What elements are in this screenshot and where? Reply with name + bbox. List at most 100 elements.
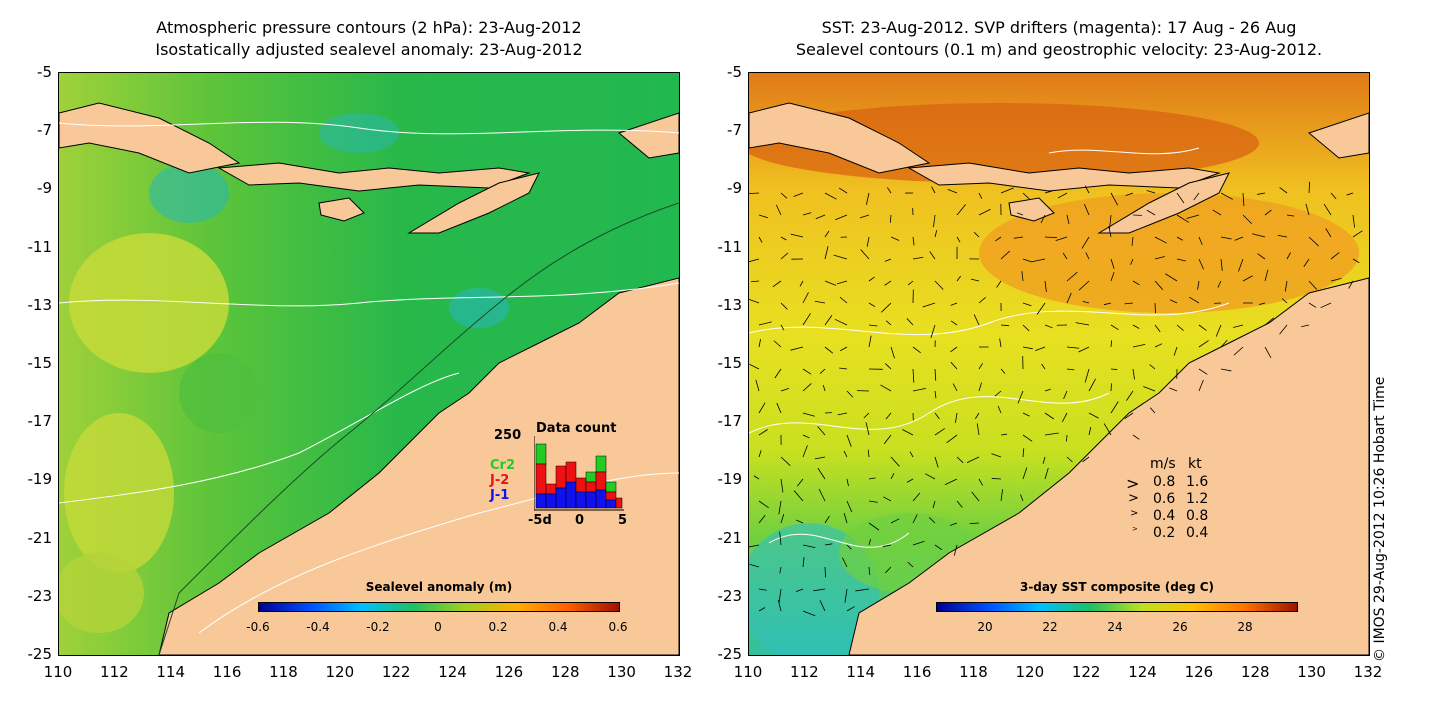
velocity-vector — [1193, 192, 1200, 201]
velocity-vector — [776, 402, 782, 414]
velocity-vector — [843, 513, 848, 524]
velocity-vector — [1075, 322, 1090, 326]
velocity-vector — [824, 566, 827, 578]
velocity-vector — [1126, 390, 1134, 401]
velocity-vector — [846, 390, 854, 398]
right-xtick-label: 110 — [733, 663, 763, 681]
velocity-vector — [1198, 324, 1207, 331]
velocity-vector — [780, 252, 789, 260]
velocity-vector — [859, 214, 870, 219]
velocity-vector — [1066, 346, 1080, 349]
velocity-vector — [1286, 214, 1295, 217]
velocity-vector — [1346, 192, 1354, 196]
velocity-vector — [1176, 258, 1186, 262]
velocity-vector — [802, 434, 810, 439]
left-colorbar-tick: 0.6 — [608, 620, 628, 634]
velocity-vector — [1215, 324, 1222, 337]
velocity-vector — [773, 340, 782, 348]
velocity-vector — [1305, 203, 1310, 216]
velocity-vector — [1013, 236, 1024, 239]
right-xtick-label: 120 — [1015, 663, 1045, 681]
velocity-vector — [1131, 236, 1134, 246]
velocity-vector — [1169, 387, 1178, 392]
right-title-line2: Sealevel contours (0.1 m) and geostrophi… — [795, 40, 1323, 59]
velocity-vector — [819, 600, 826, 612]
velocity-vector — [978, 208, 991, 216]
velocity-vector — [944, 478, 958, 486]
velocity-vector — [824, 515, 830, 524]
velocity-vector — [952, 383, 958, 392]
velocity-vector — [814, 300, 826, 304]
right-colorbar-tick: 24 — [1107, 620, 1123, 634]
velocity-vector — [884, 258, 892, 262]
velocity-vector — [1110, 272, 1115, 282]
left-xtick-label: 124 — [438, 663, 467, 681]
velocity-vector — [1041, 363, 1046, 370]
velocity-vector — [1110, 340, 1113, 348]
velocity-vector — [1035, 346, 1046, 352]
histogram-xtick-max: 5 — [618, 513, 628, 528]
velocity-vector — [1198, 340, 1209, 348]
left-ytick-label: -21 — [27, 528, 53, 547]
velocity-vector — [793, 490, 804, 502]
velocity-vector — [1061, 412, 1068, 423]
velocity-vector — [1103, 302, 1112, 306]
velocity-vector — [1082, 456, 1090, 463]
right-ytick-label: -7 — [727, 121, 742, 140]
velocity-vector — [868, 538, 871, 546]
velocity-vector — [1132, 434, 1140, 440]
velocity-vector — [1352, 214, 1355, 228]
velocity-vector — [1124, 412, 1134, 420]
velocity-vector — [1062, 252, 1068, 260]
velocity-vector — [1078, 346, 1090, 353]
hist-bar-3 — [555, 465, 567, 509]
velocity-vector — [844, 588, 848, 603]
velocity-vector — [1308, 181, 1311, 194]
velocity-vector — [1286, 252, 1291, 260]
velocity-vector — [815, 214, 826, 220]
velocity-vector — [883, 496, 892, 502]
velocity-vector — [817, 467, 826, 480]
velocity-vector — [824, 245, 829, 260]
velocity-vector — [868, 477, 876, 480]
velocity-vector — [866, 236, 870, 247]
left-ytick-label: -11 — [27, 237, 53, 256]
velocity-vector — [1088, 378, 1096, 392]
velocity-vector — [1132, 343, 1146, 348]
histogram-title: Data count — [536, 421, 617, 436]
velocity-vector — [1044, 236, 1058, 239]
velocity-vector — [814, 456, 826, 460]
velocity-vector — [1082, 301, 1090, 304]
left-colorbar-tick: 0 — [434, 620, 442, 634]
velocity-vector — [906, 478, 914, 483]
velocity-vector — [790, 233, 804, 238]
velocity-vector — [758, 429, 768, 436]
velocity-vector — [839, 367, 848, 370]
credit-text: © IMOS 29-Aug-2012 10:26 Hobart Time — [1372, 376, 1388, 662]
velocity-vector — [1257, 192, 1266, 195]
velocity-legend-header-ms: m/s — [1150, 456, 1176, 472]
velocity-vector — [1000, 250, 1010, 260]
velocity-vector — [1044, 432, 1059, 436]
velocity-vector — [1189, 296, 1200, 304]
velocity-vector — [1057, 192, 1068, 199]
velocity-vector — [1146, 209, 1156, 216]
right-colorbar-tick: 26 — [1172, 620, 1188, 634]
velocity-vector — [999, 338, 1002, 348]
velocity-vector — [934, 456, 939, 468]
histogram-xtick-min: -5d — [528, 513, 552, 528]
velocity-vector — [780, 324, 785, 331]
velocity-vector — [1173, 346, 1178, 356]
velocity-vector — [1149, 364, 1156, 370]
velocity-vector — [795, 588, 804, 593]
velocity-vector — [887, 187, 892, 194]
velocity-vector — [1022, 448, 1025, 458]
velocity-vector — [802, 313, 811, 326]
right-xtick-label: 126 — [1184, 663, 1214, 681]
velocity-vector — [1176, 236, 1183, 241]
velocity-vector — [802, 212, 812, 216]
velocity-legend-kt: 1.2 — [1186, 491, 1209, 507]
velocity-vector — [889, 214, 892, 223]
velocity-vector — [966, 456, 980, 463]
velocity-vector — [1110, 368, 1118, 370]
